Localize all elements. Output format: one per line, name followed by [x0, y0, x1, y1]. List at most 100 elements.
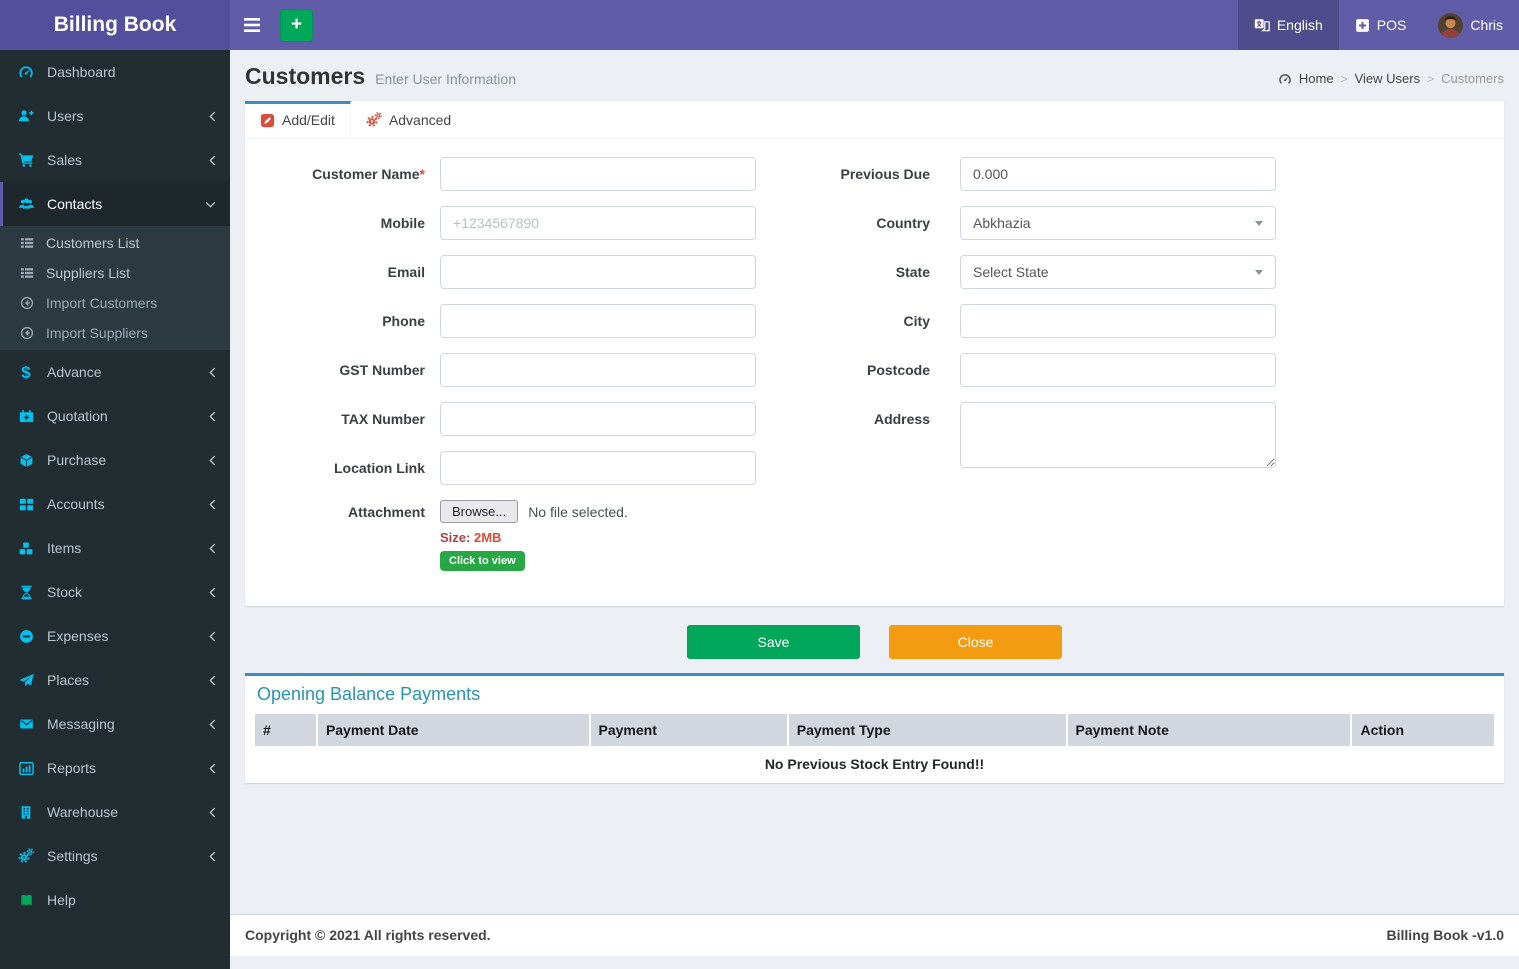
sidebar-item-label: Advance — [47, 364, 102, 380]
chevron-left-icon — [209, 587, 216, 598]
browse-button[interactable]: Browse... — [440, 500, 519, 523]
sidebar-item-help[interactable]: Help — [0, 878, 230, 922]
location-link-field[interactable] — [440, 451, 756, 485]
sidebar-item-contacts[interactable]: Contacts — [0, 182, 230, 226]
pos-label: POS — [1376, 17, 1407, 33]
grid-icon — [15, 497, 37, 512]
email-field[interactable] — [440, 255, 756, 289]
file-status-text: No file selected. — [528, 503, 628, 520]
submenu-item-import-suppliers[interactable]: Import Suppliers — [0, 318, 230, 348]
click-to-view-button[interactable]: Click to view — [440, 551, 525, 571]
submenu-item-suppliers-list[interactable]: Suppliers List — [0, 258, 230, 288]
column-header-action: Action — [1350, 714, 1494, 746]
users-icon — [15, 196, 37, 212]
customer-name-field[interactable] — [440, 157, 756, 191]
phone-field[interactable] — [440, 304, 756, 338]
sidebar-item-label: Settings — [47, 848, 98, 864]
sidebar-item-places[interactable]: Places — [0, 658, 230, 702]
close-button[interactable]: Close — [889, 625, 1062, 659]
gauge-icon — [15, 64, 37, 80]
sidebar-item-items[interactable]: Items — [0, 526, 230, 570]
caret-down-icon — [1255, 220, 1263, 226]
column-header-payment-type: Payment Type — [786, 714, 1067, 746]
sidebar-item-users[interactable]: Users — [0, 94, 230, 138]
tax-number-field[interactable] — [440, 402, 756, 436]
submenu-item-import-customers[interactable]: Import Customers — [0, 288, 230, 318]
sidebar-item-warehouse[interactable]: Warehouse — [0, 790, 230, 834]
language-icon — [1254, 17, 1270, 33]
opening-balance-box: Opening Balance Payments # Payment Date … — [245, 673, 1504, 783]
postcode-field[interactable] — [960, 353, 1276, 387]
gauge-icon — [1278, 72, 1292, 86]
quick-add-button[interactable]: + — [280, 8, 313, 42]
pos-menu[interactable]: POS — [1339, 0, 1423, 50]
minus-circle-icon — [15, 629, 37, 644]
envelope-icon — [15, 717, 37, 731]
sidebar-item-dashboard[interactable]: Dashboard — [0, 50, 230, 94]
user-menu[interactable]: Chris — [1422, 0, 1519, 50]
sidebar-item-sales[interactable]: Sales — [0, 138, 230, 182]
sidebar-item-messaging[interactable]: Messaging — [0, 702, 230, 746]
pencil-square-icon — [260, 113, 275, 128]
location-link-label: Location Link — [334, 460, 425, 476]
chevron-left-icon — [209, 719, 216, 730]
sidebar-item-label: Purchase — [47, 452, 107, 468]
country-select[interactable]: Abkhazia — [960, 206, 1276, 240]
sidebar-item-label: Accounts — [47, 496, 105, 512]
breadcrumb-home[interactable]: Home — [1298, 71, 1334, 86]
breadcrumb-separator: > — [1427, 71, 1435, 86]
sidebar-item-settings[interactable]: Settings — [0, 834, 230, 878]
building-icon — [15, 805, 37, 820]
tab-advanced[interactable]: Advanced — [351, 101, 466, 138]
breadcrumb-view-users[interactable]: View Users — [1354, 71, 1421, 86]
tax-number-label: TAX Number — [341, 411, 425, 427]
sidebar-item-expenses[interactable]: Expenses — [0, 614, 230, 658]
column-header-payment-date: Payment Date — [315, 714, 590, 746]
country-label: Country — [876, 215, 930, 231]
tab-add-edit[interactable]: Add/Edit — [245, 101, 351, 138]
gears-icon — [15, 848, 37, 864]
previous-due-field[interactable] — [960, 157, 1276, 191]
import-icon — [17, 296, 37, 310]
hamburger-icon — [244, 18, 260, 32]
submenu-item-label: Customers List — [46, 235, 140, 251]
gst-number-label: GST Number — [339, 362, 425, 378]
sidebar-item-label: Sales — [47, 152, 83, 168]
version-text: Billing Book -v1.0 — [1386, 927, 1504, 943]
chevron-left-icon — [209, 543, 216, 554]
sidebar-item-label: Reports — [47, 760, 97, 776]
gst-number-field[interactable] — [440, 353, 756, 387]
sidebar-item-quotation[interactable]: Quotation — [0, 394, 230, 438]
submenu-item-label: Import Customers — [46, 295, 158, 311]
column-header-payment: Payment — [588, 714, 788, 746]
address-field[interactable] — [960, 402, 1276, 468]
sidebar-item-advance[interactable]: $ Advance — [0, 350, 230, 394]
attachment-block: Browse... No file selected. Size: 2MB Cl… — [440, 500, 628, 571]
save-button[interactable]: Save — [687, 625, 860, 659]
caret-down-icon — [1255, 269, 1263, 275]
chevron-left-icon — [209, 851, 216, 862]
gears-icon — [366, 112, 382, 128]
sidebar-item-purchase[interactable]: Purchase — [0, 438, 230, 482]
city-field[interactable] — [960, 304, 1276, 338]
state-selected-value: Select State — [973, 264, 1049, 280]
chevron-left-icon — [209, 675, 216, 686]
sidebar-item-accounts[interactable]: Accounts — [0, 482, 230, 526]
chevron-left-icon — [209, 367, 216, 378]
previous-due-label: Previous Due — [840, 166, 930, 182]
chevron-down-icon — [205, 201, 216, 208]
language-menu[interactable]: English — [1237, 0, 1339, 50]
chevron-left-icon — [209, 155, 216, 166]
sidebar-item-stock[interactable]: Stock — [0, 570, 230, 614]
paper-plane-icon — [15, 673, 37, 688]
sidebar-item-reports[interactable]: Reports — [0, 746, 230, 790]
mobile-field[interactable] — [440, 206, 756, 240]
state-label: State — [895, 264, 930, 280]
sidebar-toggle-button[interactable] — [230, 0, 274, 50]
sidebar-item-label: Warehouse — [47, 804, 119, 820]
footer: Copyright © 2021 All rights reserved. Bi… — [230, 914, 1519, 956]
brand-logo[interactable]: Billing Book — [0, 0, 230, 50]
state-select[interactable]: Select State — [960, 255, 1276, 289]
submenu-item-customers-list[interactable]: Customers List — [0, 228, 230, 258]
sidebar-item-label: Contacts — [47, 196, 103, 212]
